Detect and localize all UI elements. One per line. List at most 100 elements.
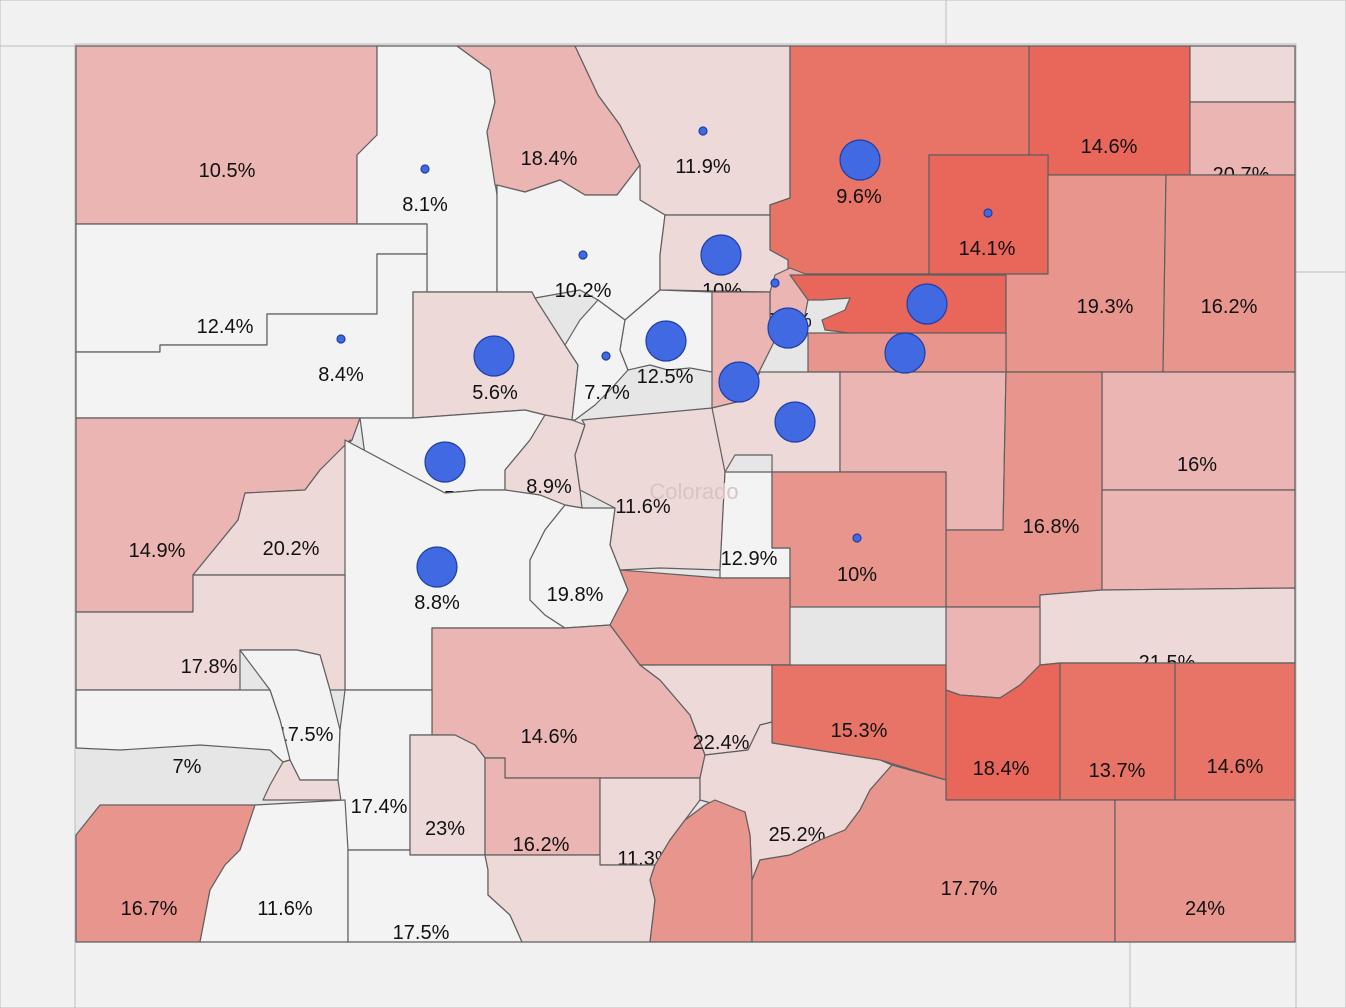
county-shape <box>1101 489 1296 591</box>
neighbor-state-oklahoma <box>1129 941 1297 1008</box>
county-value-label: 5.6% <box>472 382 518 404</box>
county-value-label: 12.4% <box>197 316 254 338</box>
city-marker <box>700 234 742 276</box>
county-value-label: 16.2% <box>513 834 570 856</box>
city-marker <box>416 546 458 588</box>
county-value-label: 18.4% <box>973 758 1030 780</box>
county-value-label: 7% <box>173 756 202 778</box>
county-value-label: 16.7% <box>121 898 178 920</box>
city-marker <box>698 126 708 136</box>
city-marker <box>906 283 948 325</box>
county-6: 14.6% <box>1028 45 1191 176</box>
county-value-label: 16.2% <box>1201 296 1258 318</box>
county-45: 18.4% <box>945 662 1061 801</box>
county-56: 11.6% <box>199 799 349 943</box>
county-39: 21.5% <box>1039 587 1296 674</box>
city-marker <box>424 441 466 483</box>
county-value-label: 13.7% <box>1089 760 1146 782</box>
county-value-label: 11.6% <box>257 898 312 920</box>
county-shape <box>1114 799 1296 943</box>
county-value-label: 12.9% <box>721 548 778 570</box>
county-value-label: 22.4% <box>693 732 750 754</box>
county-value-label: 8.8% <box>414 592 460 614</box>
county-value-label: 17.5% <box>277 724 334 746</box>
county-value-label: 11.9% <box>675 156 730 178</box>
county-shape <box>1162 174 1296 373</box>
city-marker <box>645 320 687 362</box>
county-32 <box>1101 489 1296 591</box>
county-value-label: 10.2% <box>555 280 612 302</box>
county-value-label: 7.7% <box>584 382 630 404</box>
county-value-label: 8.1% <box>402 194 448 216</box>
neighbor-state-kansas <box>1295 271 1346 1008</box>
county-value-label: 24% <box>1185 898 1225 920</box>
county-value-label: 19.3% <box>1077 296 1134 318</box>
county-shape <box>75 45 378 225</box>
county-50: 17.4% <box>337 689 433 851</box>
county-shape <box>609 569 791 666</box>
county-43: 22.4% <box>639 664 791 756</box>
county-60: 17.7% <box>751 764 1116 943</box>
county-59 <box>649 799 753 943</box>
county-shape <box>199 799 349 943</box>
county-34: 19.8% <box>529 504 629 629</box>
county-shape <box>564 299 629 421</box>
city-marker <box>718 361 760 403</box>
county-35: 12.9% <box>719 471 791 579</box>
county-48: 7% <box>75 689 291 778</box>
county-47: 14.6% <box>1174 662 1296 801</box>
city-marker <box>770 278 780 288</box>
county-19: 7.7% <box>564 299 630 421</box>
county-51: 23% <box>409 734 486 856</box>
county-25: 16% <box>1101 371 1296 491</box>
county-shape <box>649 799 753 943</box>
county-value-label: 8.9% <box>526 476 572 498</box>
county-7 <box>1189 45 1296 103</box>
county-38 <box>609 569 791 666</box>
county-value-label: 14.1% <box>959 238 1016 260</box>
county-value-label: 20.2% <box>263 538 320 560</box>
county-10: 10.2% <box>496 164 666 321</box>
neighbor-state-utah <box>0 45 76 1008</box>
county-value-label: 17.4% <box>351 796 408 818</box>
county-49 <box>262 759 346 801</box>
county-value-label: 14.6% <box>1207 756 1264 778</box>
county-shape <box>75 689 291 763</box>
county-8: 20.7% <box>1189 101 1296 186</box>
neighbor-state-wyoming <box>0 0 947 47</box>
county-value-label: 14.6% <box>1081 136 1138 158</box>
county-value-label: 14.6% <box>521 726 578 748</box>
county-value-label: 23% <box>425 818 465 840</box>
county-value-label: 16% <box>1177 454 1217 476</box>
county-shape <box>1189 45 1296 103</box>
county-value-label: 18.4% <box>521 148 578 170</box>
county-value-label: 8.4% <box>318 364 364 386</box>
county-value-label: 15.3% <box>831 720 888 742</box>
city-marker <box>774 401 816 443</box>
county-shape <box>262 759 346 801</box>
city-marker <box>852 533 862 543</box>
county-55: 16.7% <box>75 804 264 943</box>
neighbor-state-new-mexico <box>74 941 1131 1008</box>
county-value-label: 14.9% <box>129 540 186 562</box>
county-61: 24% <box>1114 799 1296 943</box>
county-value-label: 9.6% <box>836 186 882 208</box>
county-value-label: 17.8% <box>181 656 238 678</box>
city-marker <box>839 139 881 181</box>
city-marker <box>983 208 993 218</box>
county-value-label: 10% <box>837 564 877 586</box>
county-18: 16.2% <box>1162 174 1296 373</box>
city-marker <box>336 334 346 344</box>
city-marker <box>473 335 515 377</box>
county-shape <box>789 274 1007 334</box>
county-52: 16.2% <box>484 757 601 856</box>
county-value-label: 12.5% <box>637 366 694 388</box>
county-value-label: 19.8% <box>547 584 604 606</box>
county-value-label: 10.5% <box>199 160 256 182</box>
county-value-label: 17.7% <box>941 878 998 900</box>
city-marker <box>420 164 430 174</box>
city-marker <box>767 307 809 349</box>
cities-layer <box>336 126 993 588</box>
